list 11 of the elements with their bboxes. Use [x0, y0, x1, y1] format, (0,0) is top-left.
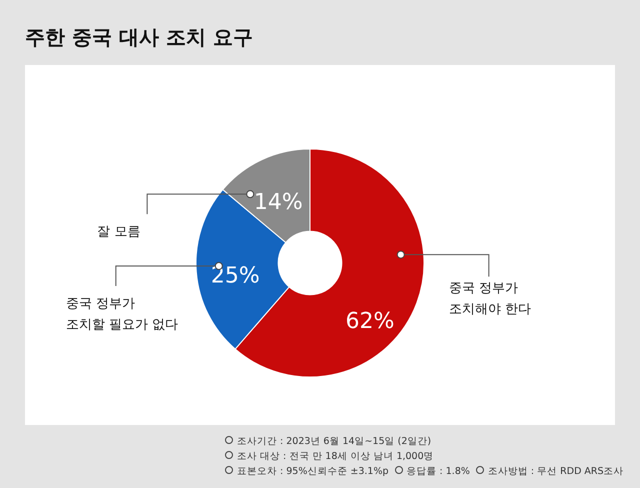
- text: 표본오차 : 95%신뢰수준 ±3.1%p: [236, 465, 389, 479]
- slice-label: 중국 정부가 조치할 필요가 없다: [66, 296, 178, 332]
- text: 조사 대상 : 전국 만 18세 이상 남녀 1,000명: [236, 450, 434, 464]
- text: 응답률 : 1.8%: [406, 465, 470, 479]
- slice-label: 잘 모름: [97, 224, 140, 240]
- slice-label: 중국 정부가 조치해야 한다: [448, 280, 531, 317]
- text: 조사기간 : 2023년 6월 14일~15일 (2일간): [236, 435, 432, 449]
- data-label: 14%: [254, 190, 303, 215]
- text: 조사방법 : 무선 RDD ARS조사: [486, 465, 624, 479]
- chart-title: 주한 중국 대사 조치 요구: [25, 24, 253, 51]
- data-label: 62%: [345, 309, 394, 334]
